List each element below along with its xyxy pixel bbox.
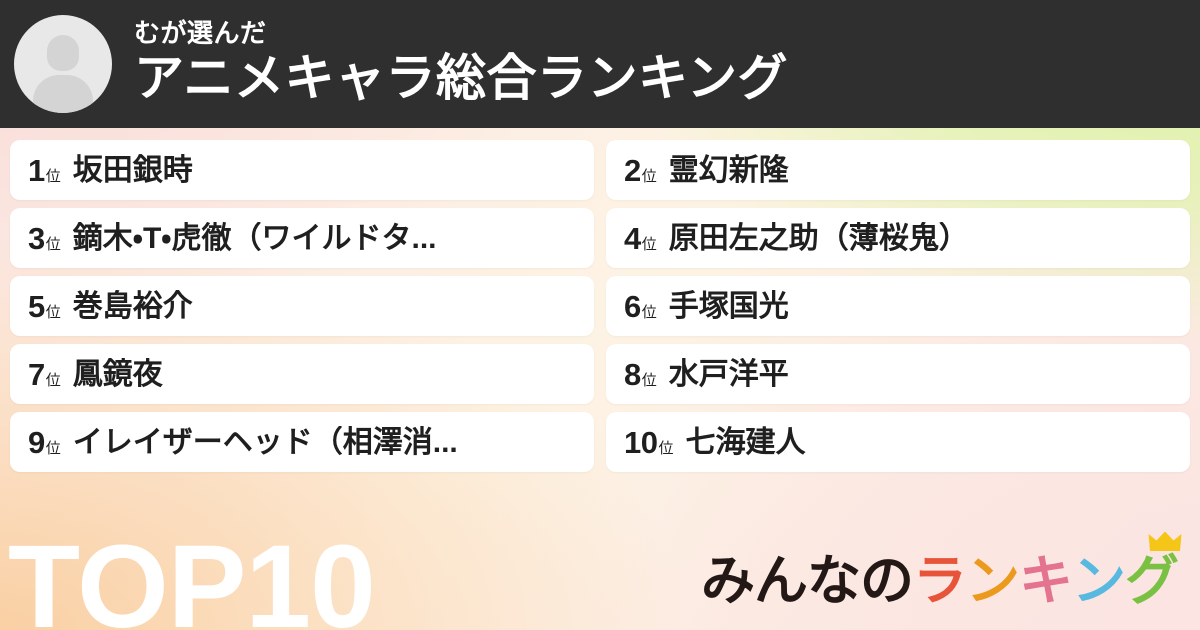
top10-watermark: TOP10 (8, 521, 376, 630)
rank-item-name: 原田左之助（薄桜鬼） (668, 221, 969, 255)
rank-unit-label: 位 (658, 439, 674, 457)
logo-char-gu: グ (1125, 531, 1182, 608)
rank-item-name: 七海建人 (685, 425, 806, 459)
rank-item-name: 水戸洋平 (668, 357, 789, 391)
rank-number: 3 (28, 220, 45, 256)
rank-number: 9 (28, 424, 45, 460)
rank-item-name: 坂田銀時 (72, 153, 193, 187)
rank-unit-label: 位 (641, 303, 657, 321)
card-subtitle: むが選んだ (134, 17, 267, 48)
logo-char-ki: キ (1019, 551, 1073, 611)
rank-badge: 10 位 (624, 427, 674, 458)
ranking-row[interactable]: 6 位手塚国光 (606, 276, 1190, 336)
user-avatar-placeholder-icon (14, 15, 112, 113)
rank-unit-label: 位 (45, 235, 61, 253)
logo-char-ra: ラ (913, 551, 967, 611)
rank-unit-label: 位 (45, 371, 61, 389)
rank-number: 4 (624, 220, 641, 256)
ranking-list: 1 位坂田銀時 2 位霊幻新隆 3 位鏑木・T・虎徹（ワイルドタ... 4 位原田左之助（薄桜… (0, 140, 1200, 472)
logo-text-minnano: みんなの (701, 551, 914, 611)
ranking-row[interactable]: 9 位イレイザーヘッド（相澤消... (10, 412, 594, 472)
ranking-row[interactable]: 4 位原田左之助（薄桜鬼） (606, 208, 1190, 268)
rank-number: 2 (624, 152, 641, 188)
ranking-row[interactable]: 5 位巻島裕介 (10, 276, 594, 336)
avatar-body-shape (33, 75, 93, 113)
rank-item-name: 巻島裕介 (72, 289, 193, 323)
ranking-row[interactable]: 1 位坂田銀時 (10, 140, 594, 200)
card-header: むが選んだ アニメキャラ総合ランキング (0, 0, 1200, 128)
rank-unit-label: 位 (641, 167, 657, 185)
rank-number: 5 (28, 288, 45, 324)
rank-item-name: 手塚国光 (668, 289, 789, 323)
page-title: アニメキャラ総合ランキング (134, 50, 788, 107)
crown-icon (1148, 531, 1182, 551)
ranking-row[interactable]: 2 位霊幻新隆 (606, 140, 1190, 200)
rank-item-name: 鳳鏡夜 (72, 357, 163, 391)
header-text-block: むが選んだ アニメキャラ総合ランキング (134, 17, 788, 108)
rank-number: 7 (28, 356, 45, 392)
ranking-row[interactable]: 8 位水戸洋平 (606, 344, 1190, 404)
rank-item-name: 霊幻新隆 (668, 153, 789, 187)
minna-no-ranking-logo: みんなの ラ ン キ ン グ (701, 531, 1182, 611)
rank-number: 8 (624, 356, 641, 392)
rank-number: 10 (624, 424, 658, 460)
rank-unit-label: 位 (641, 371, 657, 389)
ranking-row[interactable]: 10 位七海建人 (606, 412, 1190, 472)
rank-number: 6 (624, 288, 641, 324)
ranking-row[interactable]: 3 位鏑木・T・虎徹（ワイルドタ... (10, 208, 594, 268)
rank-unit-label: 位 (45, 167, 61, 185)
ranking-row[interactable]: 7 位鳳鏡夜 (10, 344, 594, 404)
rank-unit-label: 位 (45, 439, 61, 457)
rank-item-name: イレイザーヘッド（相澤消... (72, 425, 458, 459)
avatar-head-shape (47, 35, 79, 71)
logo-char-n-1: ン (966, 551, 1020, 611)
rank-unit-label: 位 (641, 235, 657, 253)
rank-number: 1 (28, 152, 45, 188)
logo-char-n-2: ン (1072, 551, 1126, 611)
rank-unit-label: 位 (45, 303, 61, 321)
rank-item-name: 鏑木・T・虎徹（ワイルドタ... (72, 221, 437, 255)
